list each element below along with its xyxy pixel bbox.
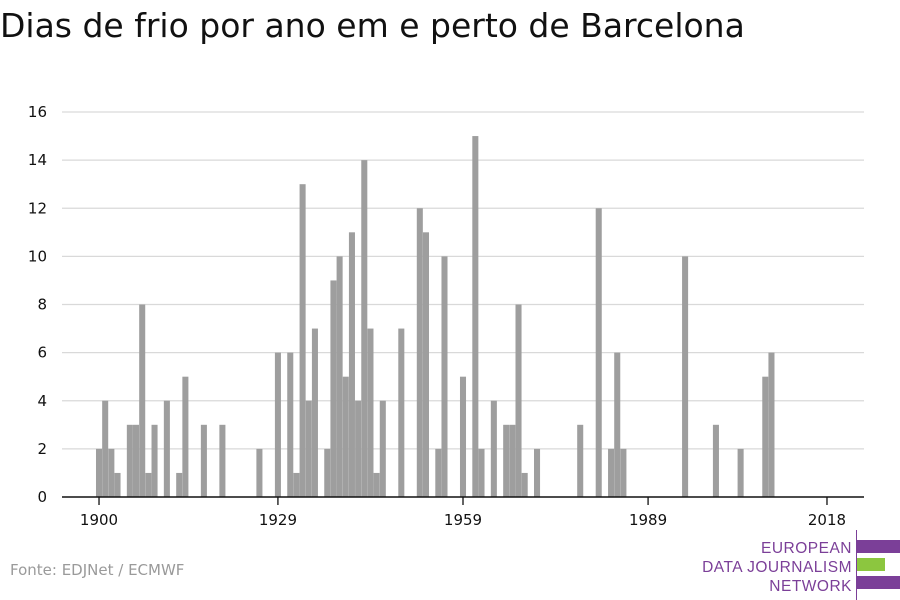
bar-1984[interactable] (614, 352, 621, 497)
bar-1907[interactable] (139, 304, 146, 498)
bar-2004[interactable] (737, 448, 744, 497)
y-tick-label: 2 (37, 440, 47, 458)
bar-1909[interactable] (151, 424, 158, 497)
bar-1945[interactable] (373, 472, 380, 497)
y-tick-label: 10 (28, 247, 47, 265)
bar-1938[interactable] (330, 280, 337, 497)
x-tick-label: 1929 (259, 511, 297, 529)
bar-1978[interactable] (577, 424, 584, 497)
bar-1934[interactable] (305, 400, 312, 497)
y-tick-label: 8 (37, 296, 47, 314)
y-axis-ticks: 0 2 4 6 8 10 12 14 16 (28, 103, 47, 506)
bar-1959[interactable] (459, 376, 467, 497)
y-tick-label: 14 (28, 151, 47, 169)
bar-1905[interactable] (126, 424, 133, 497)
bar-1956[interactable] (441, 256, 448, 497)
y-tick-label: 16 (28, 103, 47, 121)
bar-1943[interactable] (361, 160, 368, 497)
bar-1944[interactable] (367, 328, 374, 497)
bar-1906[interactable] (133, 424, 140, 497)
bar-1913[interactable] (176, 472, 183, 497)
bar-1952[interactable] (416, 208, 423, 497)
bar-1981[interactable] (595, 208, 602, 497)
bar-1953[interactable] (422, 232, 430, 497)
bar-1929[interactable] (274, 352, 281, 497)
bar-1902[interactable] (108, 448, 115, 497)
bar-1966[interactable] (503, 424, 510, 497)
bar-1939[interactable] (336, 256, 343, 497)
x-tick-label: 1989 (629, 511, 667, 529)
bar-1949[interactable] (398, 328, 405, 497)
logo-bar-bottom (857, 576, 900, 589)
bar-1940[interactable] (342, 376, 349, 497)
logo-bar-middle (857, 558, 885, 571)
bar-1933[interactable] (299, 184, 306, 497)
y-tick-label: 4 (37, 392, 47, 410)
bar-1967[interactable] (509, 424, 516, 497)
bar-1942[interactable] (355, 400, 362, 497)
bar-2009[interactable] (768, 352, 775, 497)
bar-2000[interactable] (712, 424, 719, 497)
bar-1969[interactable] (521, 472, 528, 497)
bar-1932[interactable] (293, 472, 300, 497)
y-tick-label: 6 (37, 344, 47, 362)
bar-1935[interactable] (311, 328, 318, 497)
logo-line-2: DATA JOURNALISM (702, 559, 852, 576)
bar-1962[interactable] (478, 448, 485, 497)
bar-1926[interactable] (256, 448, 263, 497)
bar-1900[interactable] (95, 448, 103, 497)
bar-1914[interactable] (182, 376, 189, 497)
logo-line-1: EUROPEAN (761, 540, 852, 557)
bars (95, 136, 775, 498)
bar-1941[interactable] (348, 232, 355, 497)
bar-1946[interactable] (379, 400, 386, 497)
bar-2008[interactable] (762, 376, 769, 497)
bar-1983[interactable] (608, 448, 615, 497)
source-note: Fonte: EDJNet / ECMWF (10, 561, 185, 579)
x-axis-ticks: 1900 1929 1959 1989 2018 (80, 497, 846, 529)
bar-1920[interactable] (219, 424, 226, 497)
y-tick-label: 0 (37, 488, 47, 506)
logo-divider (856, 530, 857, 600)
bar-1931[interactable] (287, 352, 294, 497)
bar-1968[interactable] (515, 304, 522, 498)
chart-title: Dias de frio por ano em e perto de Barce… (0, 6, 745, 45)
x-tick-label: 1900 (80, 511, 118, 529)
bar-1903[interactable] (114, 472, 121, 497)
logo-line-3: NETWORK (769, 578, 852, 595)
bar-1908[interactable] (145, 472, 152, 497)
bar-1964[interactable] (490, 400, 497, 497)
y-tick-label: 12 (28, 199, 47, 217)
bar-1955[interactable] (435, 448, 442, 497)
edjnet-logo[interactable]: EUROPEAN DATA JOURNALISM NETWORK (700, 530, 900, 600)
bar-1995[interactable] (682, 256, 689, 497)
bar-1961[interactable] (472, 136, 479, 497)
bar-1971[interactable] (534, 448, 541, 497)
x-tick-label: 1959 (444, 511, 482, 529)
bar-1901[interactable] (102, 400, 109, 497)
x-tick-label: 2018 (808, 511, 846, 529)
bar-1937[interactable] (324, 448, 331, 497)
logo-text: EUROPEAN DATA JOURNALISM NETWORK (702, 539, 852, 596)
bar-1985[interactable] (620, 448, 627, 497)
bar-1917[interactable] (200, 424, 207, 497)
logo-bar-top (857, 540, 900, 553)
bar-1911[interactable] (163, 400, 170, 497)
